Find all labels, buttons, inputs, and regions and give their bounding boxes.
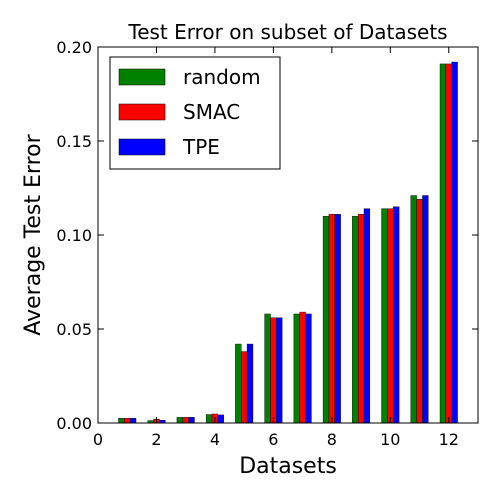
bars-group <box>118 61 458 424</box>
bar-tpe-3 <box>188 417 195 424</box>
x-tick-label: 2 <box>151 430 161 449</box>
bar-tpe-8 <box>334 214 341 424</box>
legend-label-tpe: TPE <box>182 135 220 159</box>
x-tick-label: 10 <box>380 430 400 449</box>
x-tick-label: 12 <box>439 430 459 449</box>
bar-smac-12 <box>445 63 452 424</box>
y-tick-label: 0.05 <box>56 320 92 339</box>
bar-random-10 <box>381 208 388 424</box>
bar-random-5 <box>235 343 242 424</box>
bar-tpe-11 <box>422 195 429 424</box>
y-axis-label: Average Test Error <box>21 133 46 335</box>
bar-smac-5 <box>241 351 248 424</box>
bar-random-3 <box>176 417 183 424</box>
legend-label-random: random <box>183 65 261 89</box>
y-tick-label: 0.20 <box>56 38 92 57</box>
bar-smac-8 <box>328 214 335 424</box>
bar-tpe-4 <box>217 414 224 424</box>
legend-label-smac: SMAC <box>183 100 240 124</box>
x-tick-label: 0 <box>93 430 103 449</box>
legend-swatch-smac <box>118 103 166 121</box>
bar-tpe-10 <box>393 206 400 424</box>
bar-random-11 <box>410 195 417 424</box>
bar-smac-11 <box>416 199 423 424</box>
bar-tpe-1 <box>129 418 137 424</box>
x-tick-label: 6 <box>268 430 278 449</box>
bar-random-9 <box>352 215 359 424</box>
bar-tpe-6 <box>276 317 283 424</box>
bar-tpe-5 <box>246 343 254 424</box>
bar-random-6 <box>264 313 271 424</box>
bar-tpe-7 <box>305 313 312 424</box>
bar-smac-1 <box>124 418 131 424</box>
x-tick-label: 8 <box>327 430 337 449</box>
y-tick-label: 0.15 <box>56 132 92 151</box>
legend-swatch-random <box>118 68 166 86</box>
bar-random-8 <box>322 215 330 424</box>
bar-smac-9 <box>357 214 365 424</box>
bar-random-4 <box>205 414 213 424</box>
bar-random-12 <box>439 63 447 424</box>
x-tick-label: 4 <box>210 430 220 449</box>
legend-swatch-tpe <box>118 138 166 156</box>
bar-tpe-12 <box>451 61 458 424</box>
ticks-group: 0 2 4 6 8 10 12 0.00 0.05 0.10 0.15 0.20 <box>56 38 478 449</box>
bar-tpe-9 <box>363 208 371 424</box>
chart-title: Test Error on subset of Datasets <box>127 20 447 44</box>
x-axis-label: Datasets <box>239 454 337 479</box>
bar-smac-7 <box>299 311 306 424</box>
y-tick-label: 0.10 <box>56 226 92 245</box>
bar-random-7 <box>293 313 300 424</box>
bar-smac-10 <box>387 208 394 424</box>
legend: random SMAC TPE <box>109 56 281 170</box>
bar-random-1 <box>118 418 125 424</box>
y-tick-label: 0.00 <box>56 414 92 433</box>
bar-smac-3 <box>182 417 189 424</box>
bar-smac-6 <box>270 317 277 424</box>
